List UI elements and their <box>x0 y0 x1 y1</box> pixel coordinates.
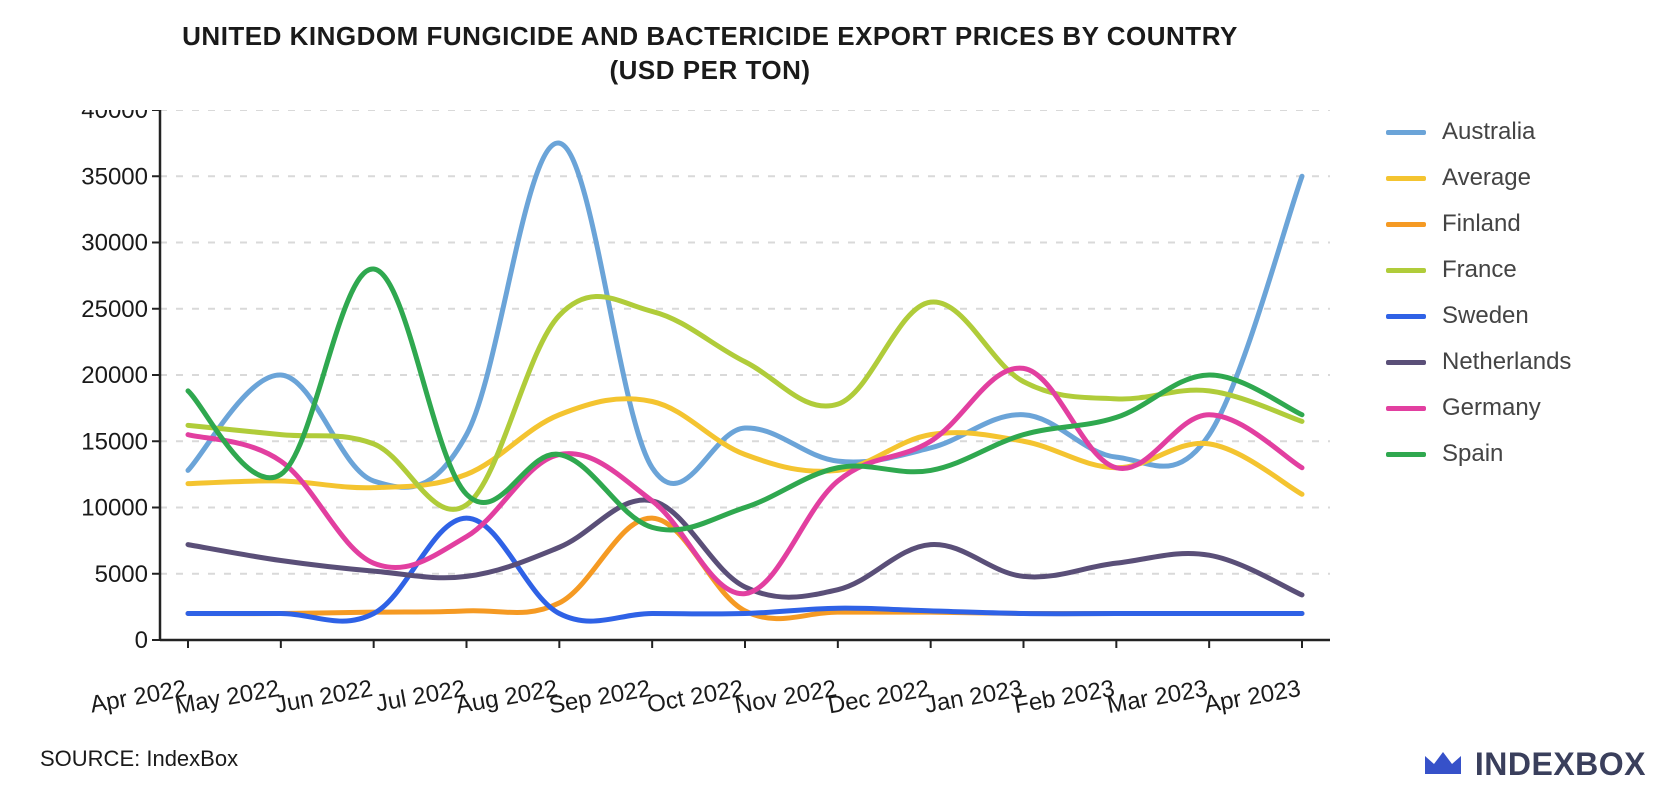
x-label: Apr 2023 <box>1202 675 1303 719</box>
x-label: Jul 2022 <box>373 675 467 718</box>
series-average <box>188 399 1302 495</box>
legend-label: Spain <box>1442 440 1503 468</box>
legend-swatch <box>1386 222 1426 227</box>
legend-swatch <box>1386 176 1426 181</box>
x-label: Aug 2022 <box>454 675 560 720</box>
svg-text:10000: 10000 <box>81 495 148 522</box>
legend-label: Netherlands <box>1442 348 1571 376</box>
chart-container: UNITED KINGDOM FUNGICIDE AND BACTERICIDE… <box>0 0 1680 800</box>
chart-title: UNITED KINGDOM FUNGICIDE AND BACTERICIDE… <box>60 20 1360 88</box>
line-chart: 0 5000 10000 15000 20000 25000 30000 35000 40000 <box>40 110 1340 670</box>
source-label: SOURCE: IndexBox <box>40 746 238 772</box>
logo-text: INDEXBOX <box>1475 746 1646 783</box>
x-label: Oct 2022 <box>645 675 746 719</box>
legend-label: Sweden <box>1442 302 1529 330</box>
legend-item: Netherlands <box>1386 348 1646 376</box>
legend-swatch <box>1386 452 1426 457</box>
legend-item: Australia <box>1386 118 1646 146</box>
legend-swatch <box>1386 314 1426 319</box>
x-label: Mar 2023 <box>1105 675 1210 720</box>
title-line-2: (USD PER TON) <box>60 54 1360 88</box>
legend-swatch <box>1386 406 1426 411</box>
series-france <box>188 297 1302 510</box>
x-label: Nov 2022 <box>733 675 839 720</box>
x-label: Sep 2022 <box>547 675 653 720</box>
svg-text:0: 0 <box>135 627 148 654</box>
brand-logo: INDEXBOX <box>1421 742 1646 786</box>
x-label: Dec 2022 <box>825 675 931 720</box>
legend-swatch <box>1386 268 1426 273</box>
title-line-1: UNITED KINGDOM FUNGICIDE AND BACTERICIDE… <box>60 20 1360 54</box>
legend-label: Finland <box>1442 210 1521 238</box>
legend-label: Average <box>1442 164 1531 192</box>
legend-label: Australia <box>1442 118 1535 146</box>
legend-item: Finland <box>1386 210 1646 238</box>
svg-text:35000: 35000 <box>81 163 148 190</box>
legend-label: France <box>1442 256 1517 284</box>
svg-text:25000: 25000 <box>81 296 148 323</box>
x-label: May 2022 <box>173 675 282 721</box>
svg-text:30000: 30000 <box>81 230 148 257</box>
svg-text:5000: 5000 <box>95 561 148 588</box>
svg-text:40000: 40000 <box>81 110 148 124</box>
legend-swatch <box>1386 130 1426 135</box>
legend-swatch <box>1386 360 1426 365</box>
legend-item: Spain <box>1386 440 1646 468</box>
x-axis-labels: Apr 2022May 2022Jun 2022Jul 2022Aug 2022… <box>40 675 1340 735</box>
x-label: Jun 2022 <box>272 675 374 720</box>
logo-crown-icon <box>1421 742 1465 786</box>
legend-item: France <box>1386 256 1646 284</box>
legend-item: Germany <box>1386 394 1646 422</box>
series-australia <box>188 143 1302 487</box>
x-label: Feb 2023 <box>1012 675 1117 720</box>
svg-text:15000: 15000 <box>81 428 148 455</box>
legend-item: Average <box>1386 164 1646 192</box>
x-label: Jan 2023 <box>922 675 1024 720</box>
legend-item: Sweden <box>1386 302 1646 330</box>
legend-label: Germany <box>1442 394 1541 422</box>
svg-text:20000: 20000 <box>81 362 148 389</box>
legend: Australia Average Finland France Sweden Nethe… <box>1386 118 1646 486</box>
